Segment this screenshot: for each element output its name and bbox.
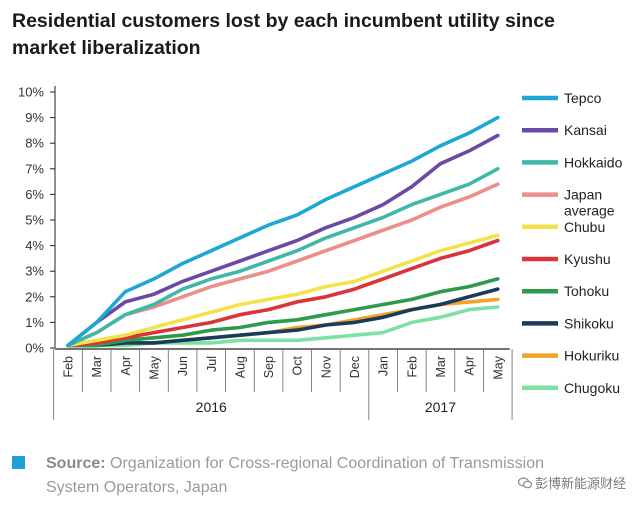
y-tick-label: 0%: [25, 341, 44, 356]
y-tick-label: 3%: [25, 264, 44, 279]
x-year-label: 2016: [196, 399, 227, 415]
x-tick-label: Sep: [262, 356, 276, 378]
legend-label: Japan average: [564, 187, 615, 219]
source-marker-icon: [12, 456, 25, 469]
x-tick-label: Feb: [62, 356, 76, 378]
y-tick-label: 10%: [18, 85, 44, 100]
legend-label: Kansai: [564, 122, 607, 138]
legend-label: Chubu: [564, 219, 605, 235]
y-tick-label: 1%: [25, 315, 44, 330]
series-line-kyushu: [66, 238, 500, 348]
x-tick-label: May: [147, 355, 161, 379]
legend-label: Chugoku: [564, 380, 620, 396]
watermark: 彭博新能源财经: [517, 473, 626, 492]
legend-label: Shikoku: [564, 315, 614, 331]
x-tick-label: Apr: [463, 356, 477, 375]
y-tick-label: 4%: [25, 238, 44, 253]
legend-label: Tepco: [564, 90, 602, 106]
x-year-label: 2017: [425, 399, 456, 415]
x-tick-label: Nov: [319, 355, 333, 378]
source-label: Source:: [46, 455, 106, 472]
y-tick-label: 7%: [25, 161, 44, 176]
legend-label: Hokuriku: [564, 348, 619, 364]
source-text: Organization for Cross-regional Coordina…: [46, 455, 545, 496]
legend-label: Tohoku: [564, 283, 609, 299]
legend-label: Kyushu: [564, 251, 611, 267]
wechat-icon: [517, 477, 532, 489]
x-tick-label: Jan: [377, 356, 391, 376]
y-tick-label: 2%: [25, 289, 44, 304]
x-tick-label: Mar: [434, 356, 448, 378]
y-tick-label: 6%: [25, 187, 44, 202]
x-tick-label: Apr: [119, 356, 133, 375]
series-line-tohoku: [66, 277, 500, 348]
x-tick-label: Feb: [405, 356, 419, 378]
y-tick-label: 8%: [25, 136, 44, 151]
y-tick-label: 9%: [25, 110, 44, 125]
series-line-kansai: [66, 133, 500, 348]
series-line-chubu: [66, 233, 500, 348]
line-chart: 0% 1% 2% 3% 4% 5% 6% 7% 8% 9% 10% Feb Mar Apr May Jun Ju…: [18, 85, 623, 420]
x-tick-label: May: [491, 355, 505, 379]
watermark-text: 彭博新能源财经: [534, 477, 626, 492]
series-line-tepco: [66, 115, 500, 348]
x-tick-label: Oct: [291, 355, 305, 375]
x-tick-label: Dec: [348, 356, 362, 378]
x-tick-label: Aug: [233, 356, 247, 378]
legend-label: Hokkaido: [564, 154, 623, 170]
series-line-hokkaido: [66, 167, 500, 348]
chart-title: Residential customers lost by each incum…: [12, 10, 555, 59]
y-tick-label: 5%: [25, 213, 44, 228]
series-line-shikoku: [66, 287, 500, 348]
x-tick-label: Jul: [205, 356, 219, 372]
x-tick-label: Jun: [176, 356, 190, 376]
x-tick-label: Mar: [90, 356, 104, 378]
